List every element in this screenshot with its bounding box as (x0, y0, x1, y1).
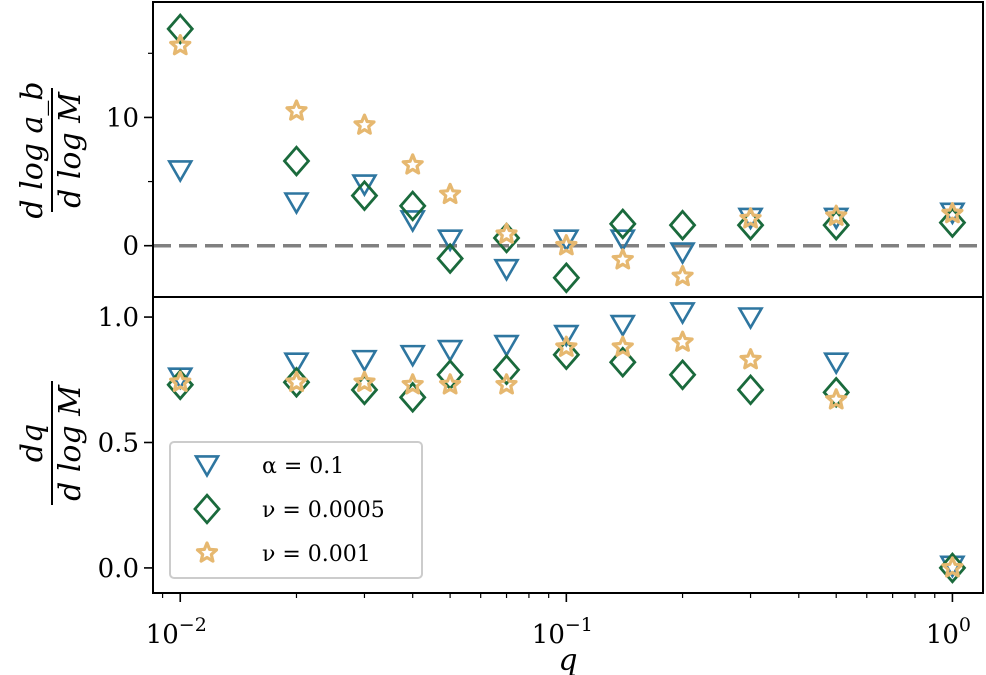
legend-label: ν = 0.001 (262, 542, 371, 567)
bottom-panel: 0.0 0.5 1.0 10−2 10−1 100 (98, 296, 984, 650)
axis-labels: d log a_b d log Mdq d log Mq (15, 81, 578, 675)
data-point-triangle-down (283, 352, 310, 376)
data-point-star (169, 33, 192, 56)
data-point-diamond (398, 190, 427, 222)
data-point-diamond (608, 346, 637, 379)
data-point-diamond (350, 179, 379, 212)
data-point-triangle-down (669, 242, 696, 266)
legend: α = 0.1 ν = 0.0005 ν = 0.001 (169, 441, 423, 579)
y-tick-label: 1.0 (98, 303, 139, 333)
data-point-triangle-down (553, 324, 580, 348)
data-point-triangle-down (283, 192, 310, 216)
y-label-numerator: d log a_b (15, 81, 50, 218)
data-point-diamond (822, 209, 851, 242)
data-point-diamond (938, 206, 967, 239)
data-point-triangle-down (609, 314, 637, 338)
data-point-triangle-down (351, 174, 378, 198)
legend-marker-star (195, 541, 219, 563)
data-point-star (285, 370, 308, 392)
data-point-star (941, 202, 964, 224)
y-label-numerator: dq (15, 424, 50, 462)
data-point-diamond (398, 381, 427, 414)
data-point-star (353, 113, 376, 135)
legend-marker-triangle-down (193, 455, 221, 479)
data-point-diamond (552, 261, 581, 294)
data-point-star (439, 182, 462, 205)
data-point-triangle-down (822, 352, 850, 376)
data-point-diamond (608, 207, 637, 240)
legend-box (169, 441, 423, 579)
data-point-triangle-down (493, 334, 520, 358)
data-point-triangle-down (436, 339, 464, 363)
data-point-star (285, 99, 308, 121)
data-point-diamond (552, 338, 581, 371)
data-point-triangle-down (553, 229, 580, 253)
data-point-triangle-down (609, 229, 637, 253)
top-y-label: d log a_b d log M (15, 81, 88, 218)
data-point-star (611, 335, 634, 357)
data-point-triangle-down (399, 210, 426, 234)
data-point-star (825, 204, 848, 226)
data-point-star (401, 373, 424, 395)
data-point-triangle-down (737, 307, 764, 331)
x-tick-label: 100 (926, 614, 971, 650)
bottom-panel-frame (152, 296, 984, 594)
data-point-star (439, 373, 462, 395)
data-point-diamond (736, 373, 765, 406)
data-point-triangle-down (669, 302, 696, 326)
x-tick-label: 10−2 (146, 614, 207, 650)
data-point-star (671, 264, 694, 287)
legend-label: ν = 0.0005 (262, 498, 385, 523)
y-tick-label: 10 (106, 103, 139, 133)
data-point-star (495, 222, 518, 244)
bottom-y-label: dq d log M (15, 381, 88, 505)
data-point-star (555, 234, 578, 256)
data-point-triangle-down (166, 160, 194, 184)
legend-marker-diamond (193, 493, 221, 525)
data-point-triangle-down (436, 229, 464, 253)
top-panel: 0 10 (106, 1, 984, 298)
data-point-star (353, 370, 376, 392)
data-point-triangle-down (493, 258, 520, 282)
data-point-star (555, 335, 578, 357)
data-point-diamond (736, 209, 765, 242)
data-point-diamond (166, 13, 195, 45)
legend-label: α = 0.1 (262, 454, 344, 479)
data-point-triangle-down (351, 349, 378, 373)
data-point-star (169, 370, 192, 392)
data-point-diamond (492, 353, 521, 386)
data-point-star (611, 248, 634, 270)
x-tick-label: 10−1 (532, 614, 593, 650)
data-point-triangle-down (399, 344, 426, 368)
data-point-star (401, 153, 424, 175)
data-point-diamond (668, 209, 697, 242)
x-axis-label: q (558, 643, 577, 675)
y-tick-label: 0.5 (98, 428, 139, 458)
data-point-diamond (282, 145, 311, 177)
y-tick-label: 0 (122, 232, 139, 262)
y-label-denominator: d log M (53, 384, 88, 501)
data-point-diamond (668, 358, 697, 391)
data-point-star (739, 348, 762, 370)
data-point-star (671, 330, 694, 352)
data-point-diamond (436, 242, 464, 275)
y-tick-label: 0.0 (98, 554, 139, 584)
y-label-denominator: d log M (53, 91, 88, 208)
data-point-star (495, 373, 518, 395)
data-point-star (941, 556, 964, 578)
data-point-diamond (350, 373, 379, 406)
data-point-star (739, 207, 762, 229)
data-point-star (825, 388, 848, 410)
